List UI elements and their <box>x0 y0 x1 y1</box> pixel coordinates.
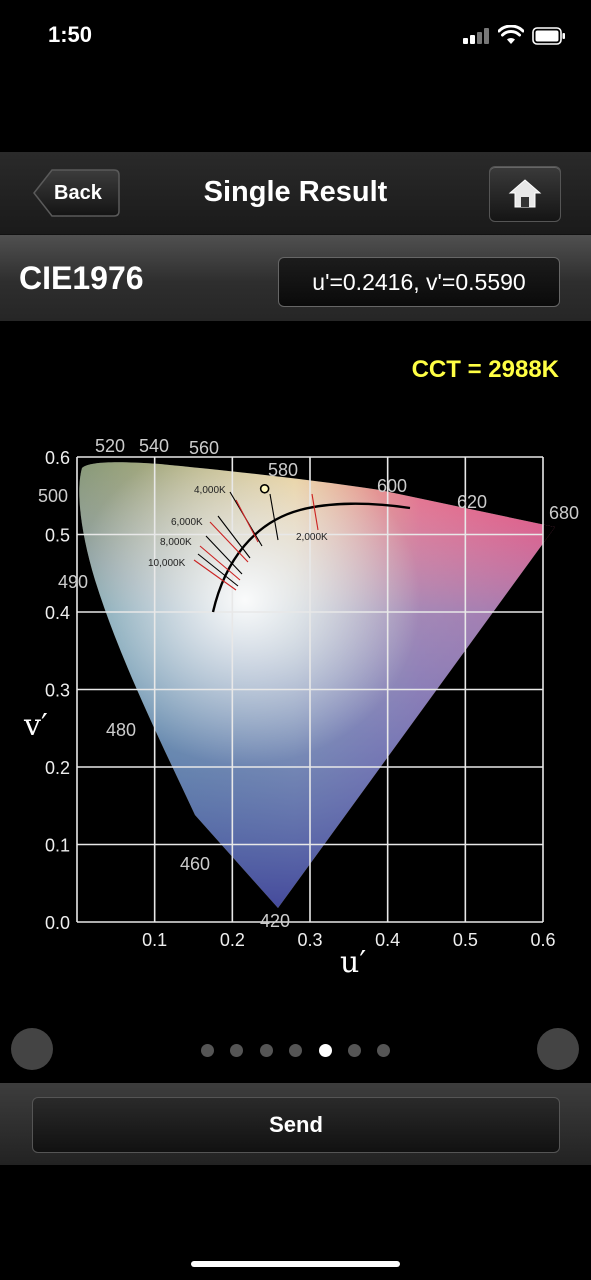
wavelength-label: 580 <box>268 460 298 480</box>
wavelength-label: 600 <box>377 476 407 496</box>
page-dot[interactable] <box>289 1044 303 1057</box>
page-title: Single Result <box>203 176 388 208</box>
home-icon <box>508 179 542 208</box>
previous-page-button[interactable] <box>11 1028 53 1070</box>
page-dot[interactable] <box>230 1044 244 1057</box>
section-title: CIE1976 <box>19 260 144 296</box>
y-tick-label: 0.4 <box>45 603 70 623</box>
home-indicator <box>191 1261 400 1267</box>
y-tick-label: 0.1 <box>45 836 70 856</box>
page-dot[interactable] <box>201 1044 214 1057</box>
wavelength-label: 500 <box>38 486 68 506</box>
wavelength-label: 520 <box>95 436 125 456</box>
x-tick-label: 0.2 <box>220 930 245 950</box>
cie1976-chart: 0.1 0.2 0.3 0.4 0.5 0.6 0.0 0.1 0.2 0.3 0.4 0.5 0.6… <box>23 436 579 980</box>
coordinates-display: u'=0.2416, v'=0.5590 <box>278 257 560 307</box>
wifi-icon <box>498 25 524 44</box>
x-tick-label: 0.3 <box>297 930 322 950</box>
y-tick-label: 0.2 <box>45 758 70 778</box>
chart-grid <box>76 456 544 923</box>
cct-readout: CCT = 2988K <box>411 356 559 383</box>
cct-label: 2,000K <box>296 532 328 543</box>
status-time: 1:50 <box>48 22 93 47</box>
x-tick-label: 0.5 <box>453 930 478 950</box>
cct-labels: 4,000K 6,000K 8,000K 10,000K 2,000K <box>148 485 328 569</box>
x-tick-label: 0.6 <box>530 930 555 950</box>
y-tick-label: 0.6 <box>45 448 70 468</box>
cct-label: 8,000K <box>160 537 192 548</box>
battery-icon <box>532 27 565 45</box>
page-dot[interactable] <box>259 1044 273 1057</box>
cct-label: 10,000K <box>148 558 186 569</box>
y-axis-title: v′ <box>23 708 48 743</box>
y-tick-label: 0.5 <box>45 526 70 546</box>
x-tick-label: 0.1 <box>142 930 167 950</box>
page-dot[interactable] <box>377 1044 391 1057</box>
y-tick-label: 0.3 <box>45 681 70 701</box>
cellular-signal-icon <box>463 28 493 44</box>
next-page-button[interactable] <box>537 1028 579 1070</box>
cct-isotherms <box>193 491 319 591</box>
send-button[interactable]: Send <box>32 1097 560 1153</box>
home-button[interactable] <box>489 166 561 222</box>
y-tick-label: 0.0 <box>45 913 70 933</box>
wavelength-label: 420 <box>260 911 290 931</box>
wavelength-label: 540 <box>139 436 169 456</box>
wavelength-label: 490 <box>58 572 88 592</box>
wavelength-label: 480 <box>106 720 136 740</box>
wavelength-labels: 520 540 560 580 600 620 680 500 490 480 … <box>38 436 579 931</box>
page-dot[interactable] <box>318 1044 332 1057</box>
x-tick-labels: 0.1 0.2 0.3 0.4 0.5 0.6 <box>142 930 555 950</box>
wavelength-label: 460 <box>180 854 210 874</box>
wavelength-label: 560 <box>189 438 219 458</box>
wavelength-label: 620 <box>457 492 487 512</box>
wavelength-label: 680 <box>549 503 579 523</box>
back-button-label[interactable]: Back <box>54 182 102 204</box>
cct-label: 6,000K <box>171 517 203 528</box>
back-button[interactable] <box>32 168 120 218</box>
planckian-locus <box>211 502 411 613</box>
page-dot[interactable] <box>348 1044 361 1057</box>
x-axis-title: u′ <box>340 945 366 980</box>
cct-label: 4,000K <box>194 485 226 496</box>
measured-point <box>259 483 270 494</box>
x-tick-label: 0.4 <box>375 930 400 950</box>
y-tick-labels: 0.0 0.1 0.2 0.3 0.4 0.5 0.6 <box>45 448 70 933</box>
